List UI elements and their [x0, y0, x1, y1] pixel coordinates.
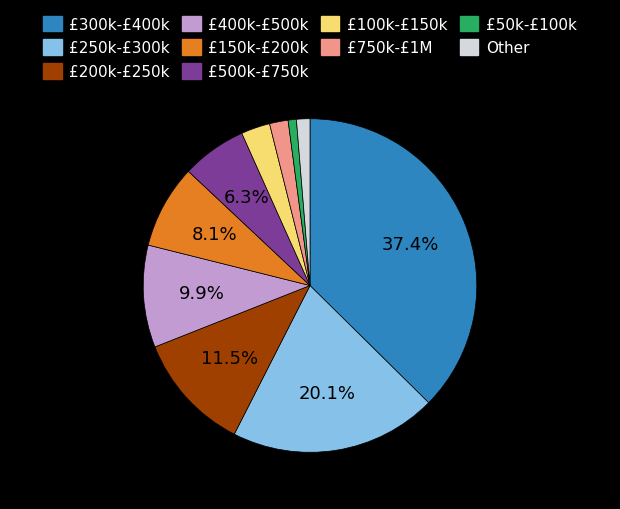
Text: 37.4%: 37.4%: [381, 235, 439, 253]
Text: 20.1%: 20.1%: [299, 384, 356, 402]
Wedge shape: [296, 120, 310, 286]
Text: 8.1%: 8.1%: [192, 225, 237, 243]
Legend: £300k-£400k, £250k-£300k, £200k-£250k, £400k-£500k, £150k-£200k, £500k-£750k, £1: £300k-£400k, £250k-£300k, £200k-£250k, £…: [37, 11, 583, 86]
Wedge shape: [242, 125, 310, 286]
Wedge shape: [188, 134, 310, 286]
Wedge shape: [148, 172, 310, 286]
Text: 11.5%: 11.5%: [202, 350, 259, 368]
Wedge shape: [155, 286, 310, 434]
Text: 9.9%: 9.9%: [179, 284, 225, 302]
Wedge shape: [234, 286, 428, 453]
Wedge shape: [270, 121, 310, 286]
Wedge shape: [310, 120, 477, 403]
Text: 6.3%: 6.3%: [224, 189, 270, 207]
Wedge shape: [143, 245, 310, 347]
Wedge shape: [288, 120, 310, 286]
